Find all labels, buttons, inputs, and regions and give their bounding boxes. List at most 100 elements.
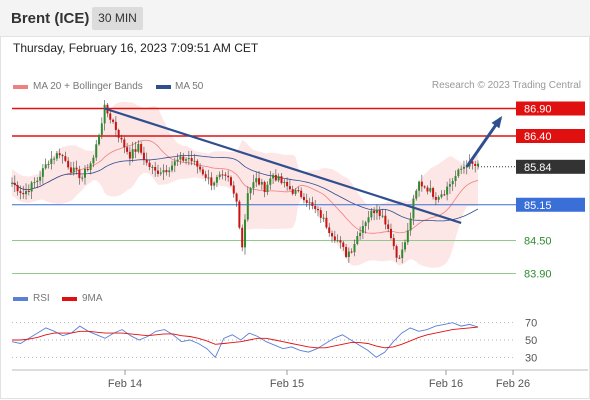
candle-body xyxy=(72,167,75,173)
candle-body xyxy=(25,190,28,195)
candle-body xyxy=(171,165,174,171)
candle-body xyxy=(446,186,449,195)
candle-body xyxy=(409,218,412,231)
candle-body xyxy=(384,215,387,225)
ma20-legend-swatch xyxy=(13,85,28,89)
candle-body xyxy=(342,242,345,248)
candle-body xyxy=(375,210,378,214)
candle-body xyxy=(159,172,162,174)
timeframe-button[interactable]: 30 MIN xyxy=(92,7,143,30)
candle-body xyxy=(333,236,336,241)
copyright-text: Research © 2023 Trading Central xyxy=(431,80,581,91)
candle-body xyxy=(423,186,426,188)
candle-body xyxy=(367,217,370,223)
candle-body xyxy=(204,174,207,178)
rsi-tick-70: 70 xyxy=(525,318,537,330)
candle-body xyxy=(246,193,249,220)
ma20-legend-label: MA 20 + Bollinger Bands xyxy=(33,81,143,92)
candle-body xyxy=(415,190,418,199)
candle-body xyxy=(325,217,328,228)
candle-body xyxy=(288,186,291,190)
candle-body xyxy=(353,244,356,253)
candle-body xyxy=(165,170,168,173)
candle-body xyxy=(227,175,230,178)
candle-body xyxy=(151,167,154,169)
candle-body xyxy=(277,176,280,181)
candle-body xyxy=(387,224,390,229)
candle-body xyxy=(432,188,435,197)
candle-body xyxy=(53,158,56,160)
resistance-label-86.90: 86.90 xyxy=(524,104,552,116)
candle-body xyxy=(328,227,331,234)
candle-body xyxy=(471,161,474,164)
ma9-legend-swatch xyxy=(62,297,77,301)
rsi-ma-line xyxy=(12,326,479,349)
candle-body xyxy=(389,228,392,239)
ma50-legend-label: MA 50 xyxy=(175,81,204,92)
candle-body xyxy=(126,147,129,152)
candle-body xyxy=(392,238,395,247)
candle-body xyxy=(429,188,432,192)
support-label-84.50: 84.50 xyxy=(524,236,552,248)
candle-body xyxy=(210,177,213,186)
last-price-tag xyxy=(516,159,585,174)
candle-body xyxy=(176,159,179,162)
candle-body xyxy=(331,233,334,237)
candle-body xyxy=(187,158,190,160)
candle-body xyxy=(381,215,384,217)
candle-body xyxy=(241,227,244,248)
candle-body xyxy=(120,137,123,140)
candle-body xyxy=(131,149,134,159)
candle-body xyxy=(457,169,460,177)
candle-body xyxy=(398,257,401,259)
candle-body xyxy=(168,170,171,173)
candle-body xyxy=(50,158,53,165)
candle-body xyxy=(350,251,353,253)
candle-body xyxy=(81,177,84,179)
candle-body xyxy=(58,153,61,156)
candle-body xyxy=(448,184,451,187)
resistance-tag-86.40 xyxy=(516,129,585,143)
candle-body xyxy=(114,121,117,130)
candle-body xyxy=(361,226,364,233)
rsi-tick-50: 50 xyxy=(525,335,537,347)
candle-body xyxy=(339,240,342,243)
candle-body xyxy=(404,242,407,250)
candle-body xyxy=(78,169,81,179)
x-axis-label: Feb 15 xyxy=(270,378,304,390)
candle-body xyxy=(182,156,185,161)
candle-body xyxy=(173,161,176,166)
candle-body xyxy=(154,167,157,171)
projection-arrow-head xyxy=(491,115,503,129)
candle-body xyxy=(55,153,58,159)
candle-body xyxy=(406,230,409,243)
candle-body xyxy=(443,194,446,196)
candle-body xyxy=(434,196,437,200)
candle-body xyxy=(249,188,252,194)
candle-body xyxy=(86,168,89,171)
candle-body xyxy=(258,178,261,185)
candle-body xyxy=(460,168,463,170)
candle-body xyxy=(109,113,112,120)
ma50-legend-swatch xyxy=(156,85,171,89)
bollinger-band xyxy=(12,101,478,268)
candle-body xyxy=(95,144,98,158)
candle-body xyxy=(44,164,47,169)
candle-body xyxy=(98,134,101,145)
candle-body xyxy=(260,181,263,185)
candle-body xyxy=(199,166,202,170)
candle-body xyxy=(41,168,44,177)
candle-body xyxy=(297,190,300,192)
candle-body xyxy=(145,160,148,163)
last-price-label: 85.84 xyxy=(524,162,552,174)
candle-body xyxy=(474,163,477,166)
candle-body xyxy=(75,167,78,170)
candle-body xyxy=(437,197,440,200)
candle-body xyxy=(274,174,277,181)
header-bar: Brent (ICE) 30 MIN xyxy=(0,0,590,37)
candle-body xyxy=(426,187,429,192)
candle-body xyxy=(11,182,13,184)
support-label-83.90: 83.90 xyxy=(524,269,552,281)
candle-body xyxy=(266,184,269,193)
candle-body xyxy=(117,129,120,138)
